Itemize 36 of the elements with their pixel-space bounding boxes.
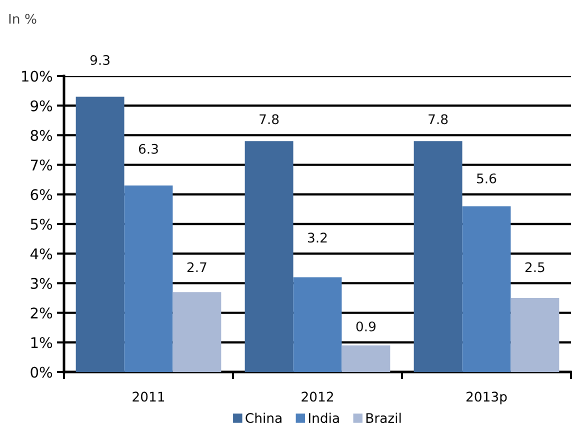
data-label: 3.2 — [308, 232, 327, 243]
bar — [462, 206, 511, 372]
y-tick-label: 5% — [30, 218, 52, 230]
y-tick-label: 9% — [30, 100, 52, 112]
bar — [293, 277, 342, 372]
x-tick-label: 2012 — [302, 392, 333, 402]
data-label: 2.5 — [525, 262, 544, 272]
data-label: 5.6 — [477, 173, 496, 184]
legend-label: India — [308, 412, 339, 424]
y-tick-label: 7% — [30, 160, 52, 171]
bar — [244, 141, 294, 372]
x-tick-label: 2011 — [132, 392, 164, 402]
y-tick-label: 10% — [22, 70, 52, 82]
data-label: 2.7 — [187, 262, 206, 272]
legend-label: China — [246, 412, 282, 424]
bar — [342, 345, 390, 372]
y-tick-label: 1% — [31, 337, 52, 348]
legend-label: Brazil — [366, 412, 401, 424]
data-label: 7.8 — [428, 114, 448, 124]
y-tick-label: 8% — [30, 130, 52, 141]
y-axis-title: In % — [9, 14, 36, 24]
y-tick-label: 2% — [30, 308, 52, 319]
data-label: 7.8 — [260, 114, 279, 124]
data-label: 6.3 — [138, 144, 158, 154]
bar — [124, 186, 173, 372]
bar — [172, 292, 222, 372]
y-tick-label: 0% — [30, 366, 52, 378]
y-tick-label: 3% — [30, 278, 52, 289]
y-tick-label: 4% — [30, 248, 52, 260]
bar — [510, 298, 560, 372]
data-label: 9.3 — [90, 55, 110, 66]
bar — [414, 141, 462, 372]
data-label: 0.9 — [356, 321, 376, 332]
x-tick-label: 2013p — [466, 392, 507, 404]
bar — [76, 96, 124, 372]
y-tick-label: 6% — [30, 189, 52, 200]
